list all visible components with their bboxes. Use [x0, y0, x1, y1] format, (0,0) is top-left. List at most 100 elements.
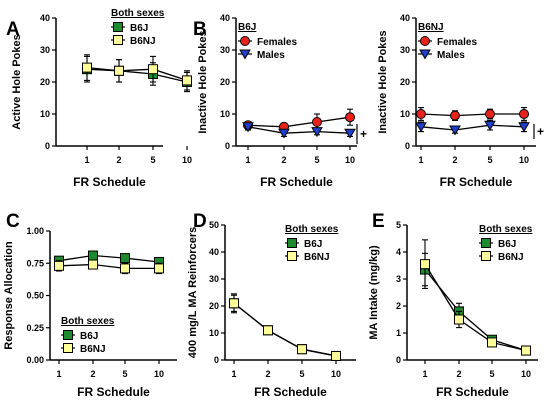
legend: Both sexes B6J B6NJ: [285, 224, 339, 263]
y-tick-label: 10: [220, 109, 230, 119]
x-tick-label: 1: [231, 369, 236, 379]
x-tick-label: 10: [519, 155, 529, 165]
data-point: [449, 125, 461, 136]
y-tick-label: 20: [209, 301, 219, 311]
y-axis-title: 400 mg/L MA Reinforcers: [187, 227, 199, 358]
x-tick-label: 10: [154, 369, 164, 379]
legend-label: Females: [437, 37, 477, 48]
series-b6j: [229, 294, 341, 361]
legend: Both sexes B6J B6NJ: [111, 8, 165, 47]
y-tick-label: 0: [405, 141, 410, 151]
data-point: [312, 117, 322, 127]
y-tick-label: 10: [209, 328, 219, 338]
legend-marker: [113, 22, 123, 32]
y-tick-label: 1: [396, 328, 401, 338]
x-axis-title: FR Schedule: [260, 175, 333, 189]
y-tick-label: 1.00: [26, 226, 44, 236]
series-line: [86, 68, 188, 83]
series-line: [233, 302, 337, 357]
series-females: [243, 108, 355, 132]
y-axis-title: Inactive Hole Pokes: [197, 30, 209, 133]
data-point: [88, 259, 98, 270]
legend-label: Males: [437, 50, 465, 61]
y-tick-label: 2: [396, 301, 401, 311]
data-point: [154, 263, 164, 274]
data-point: [120, 253, 130, 264]
data-point: [521, 345, 531, 356]
legend-label: B6NJ: [498, 252, 524, 263]
series-females: [416, 107, 529, 121]
data-point: [519, 109, 529, 119]
x-tick-label: 1: [84, 155, 89, 165]
y-axis-title: Active Hole Pokes: [11, 34, 23, 129]
panel-letter: E: [372, 211, 385, 232]
x-tick-label: 1: [245, 155, 250, 165]
data-point: [88, 250, 98, 261]
legend-title: Both sexes: [479, 224, 533, 235]
legend: B6NJ Females Males: [418, 22, 477, 61]
series-line: [424, 269, 527, 352]
y-tick-label: 5: [396, 220, 401, 230]
data-point: [54, 260, 64, 271]
data-point: [416, 109, 426, 119]
data-point: [263, 325, 273, 336]
legend-marker: [239, 49, 251, 60]
data-point: [344, 128, 356, 139]
data-point: [182, 75, 192, 86]
panel-a: A 0 10 20 30 40 1 2 5 10 FR Schedule Active Hole Po…: [6, 8, 192, 189]
legend-marker: [420, 36, 430, 46]
y-tick-label: 30: [209, 274, 219, 284]
y-tick-label: 30: [400, 45, 410, 55]
legend-marker: [63, 343, 73, 353]
data-point: [485, 109, 495, 119]
legend-label: B6J: [80, 331, 98, 342]
legend: Both sexes B6J B6NJ: [61, 316, 115, 355]
x-tick-label: 2: [456, 369, 461, 379]
x-tick-label: 5: [487, 155, 492, 165]
x-tick-label: 5: [122, 369, 127, 379]
y-tick-label: 0: [396, 355, 401, 365]
y-tick-label: 0: [45, 141, 50, 151]
series-line: [420, 113, 524, 117]
x-tick-label: 10: [182, 155, 192, 165]
y-tick-label: 20: [400, 77, 410, 87]
data-point: [311, 127, 323, 138]
x-tick-label: 2: [116, 155, 121, 165]
data-point: [229, 298, 239, 309]
legend-marker: [113, 35, 123, 45]
series-line: [420, 124, 525, 131]
series-line: [247, 116, 351, 128]
x-tick-label: 2: [281, 155, 286, 165]
legend-label: B6J: [498, 239, 516, 250]
series-line: [424, 263, 527, 352]
legend-marker: [481, 238, 491, 248]
legend-label: B6NJ: [130, 36, 156, 47]
significance-mark: +: [537, 125, 544, 139]
series-b6nj: [229, 293, 341, 361]
data-point: [114, 65, 124, 76]
y-tick-label: 40: [209, 247, 219, 257]
y-tick-label: 50: [209, 220, 219, 230]
panel-e: E 0 1 2 3 4 5 1 2 5 10 FR Schedule MA Intake (mg/kg)…: [368, 211, 538, 399]
legend-label: Males: [257, 50, 285, 61]
y-tick-label: 40: [400, 13, 410, 23]
x-axis-title: FR Schedule: [73, 175, 146, 189]
series-line: [233, 302, 337, 357]
series-males: [242, 122, 356, 139]
data-point: [518, 122, 530, 133]
legend-marker: [419, 49, 431, 60]
y-tick-label: 20: [40, 77, 50, 87]
y-tick-label: 0: [225, 141, 230, 151]
y-tick-label: 30: [40, 45, 50, 55]
y-tick-label: 0.25: [26, 323, 44, 333]
y-tick-label: 40: [40, 13, 50, 23]
series-b6j: [82, 55, 192, 93]
legend-title: B6NJ: [418, 22, 444, 33]
data-point: [297, 344, 307, 355]
y-tick-label: 4: [396, 247, 401, 257]
data-point: [450, 110, 460, 121]
legend-marker: [287, 238, 297, 248]
panel-letter: C: [6, 211, 20, 232]
y-tick-label: 0.00: [26, 355, 44, 365]
